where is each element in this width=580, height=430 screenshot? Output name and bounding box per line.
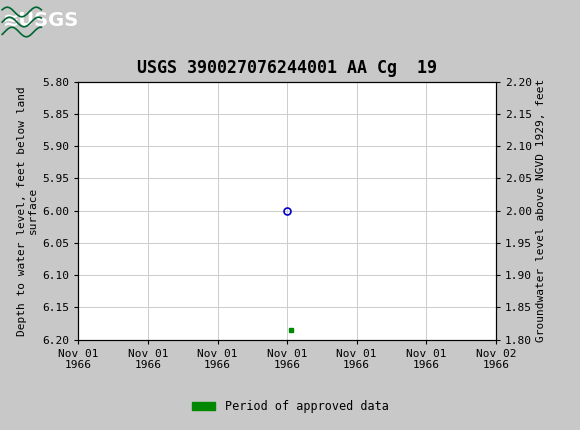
Text: ≋USGS: ≋USGS: [3, 10, 79, 30]
Y-axis label: Groundwater level above NGVD 1929, feet: Groundwater level above NGVD 1929, feet: [536, 79, 546, 342]
Title: USGS 390027076244001 AA Cg  19: USGS 390027076244001 AA Cg 19: [137, 59, 437, 77]
Legend: Period of approved data: Period of approved data: [187, 395, 393, 418]
Y-axis label: Depth to water level, feet below land
surface: Depth to water level, feet below land su…: [16, 86, 38, 335]
